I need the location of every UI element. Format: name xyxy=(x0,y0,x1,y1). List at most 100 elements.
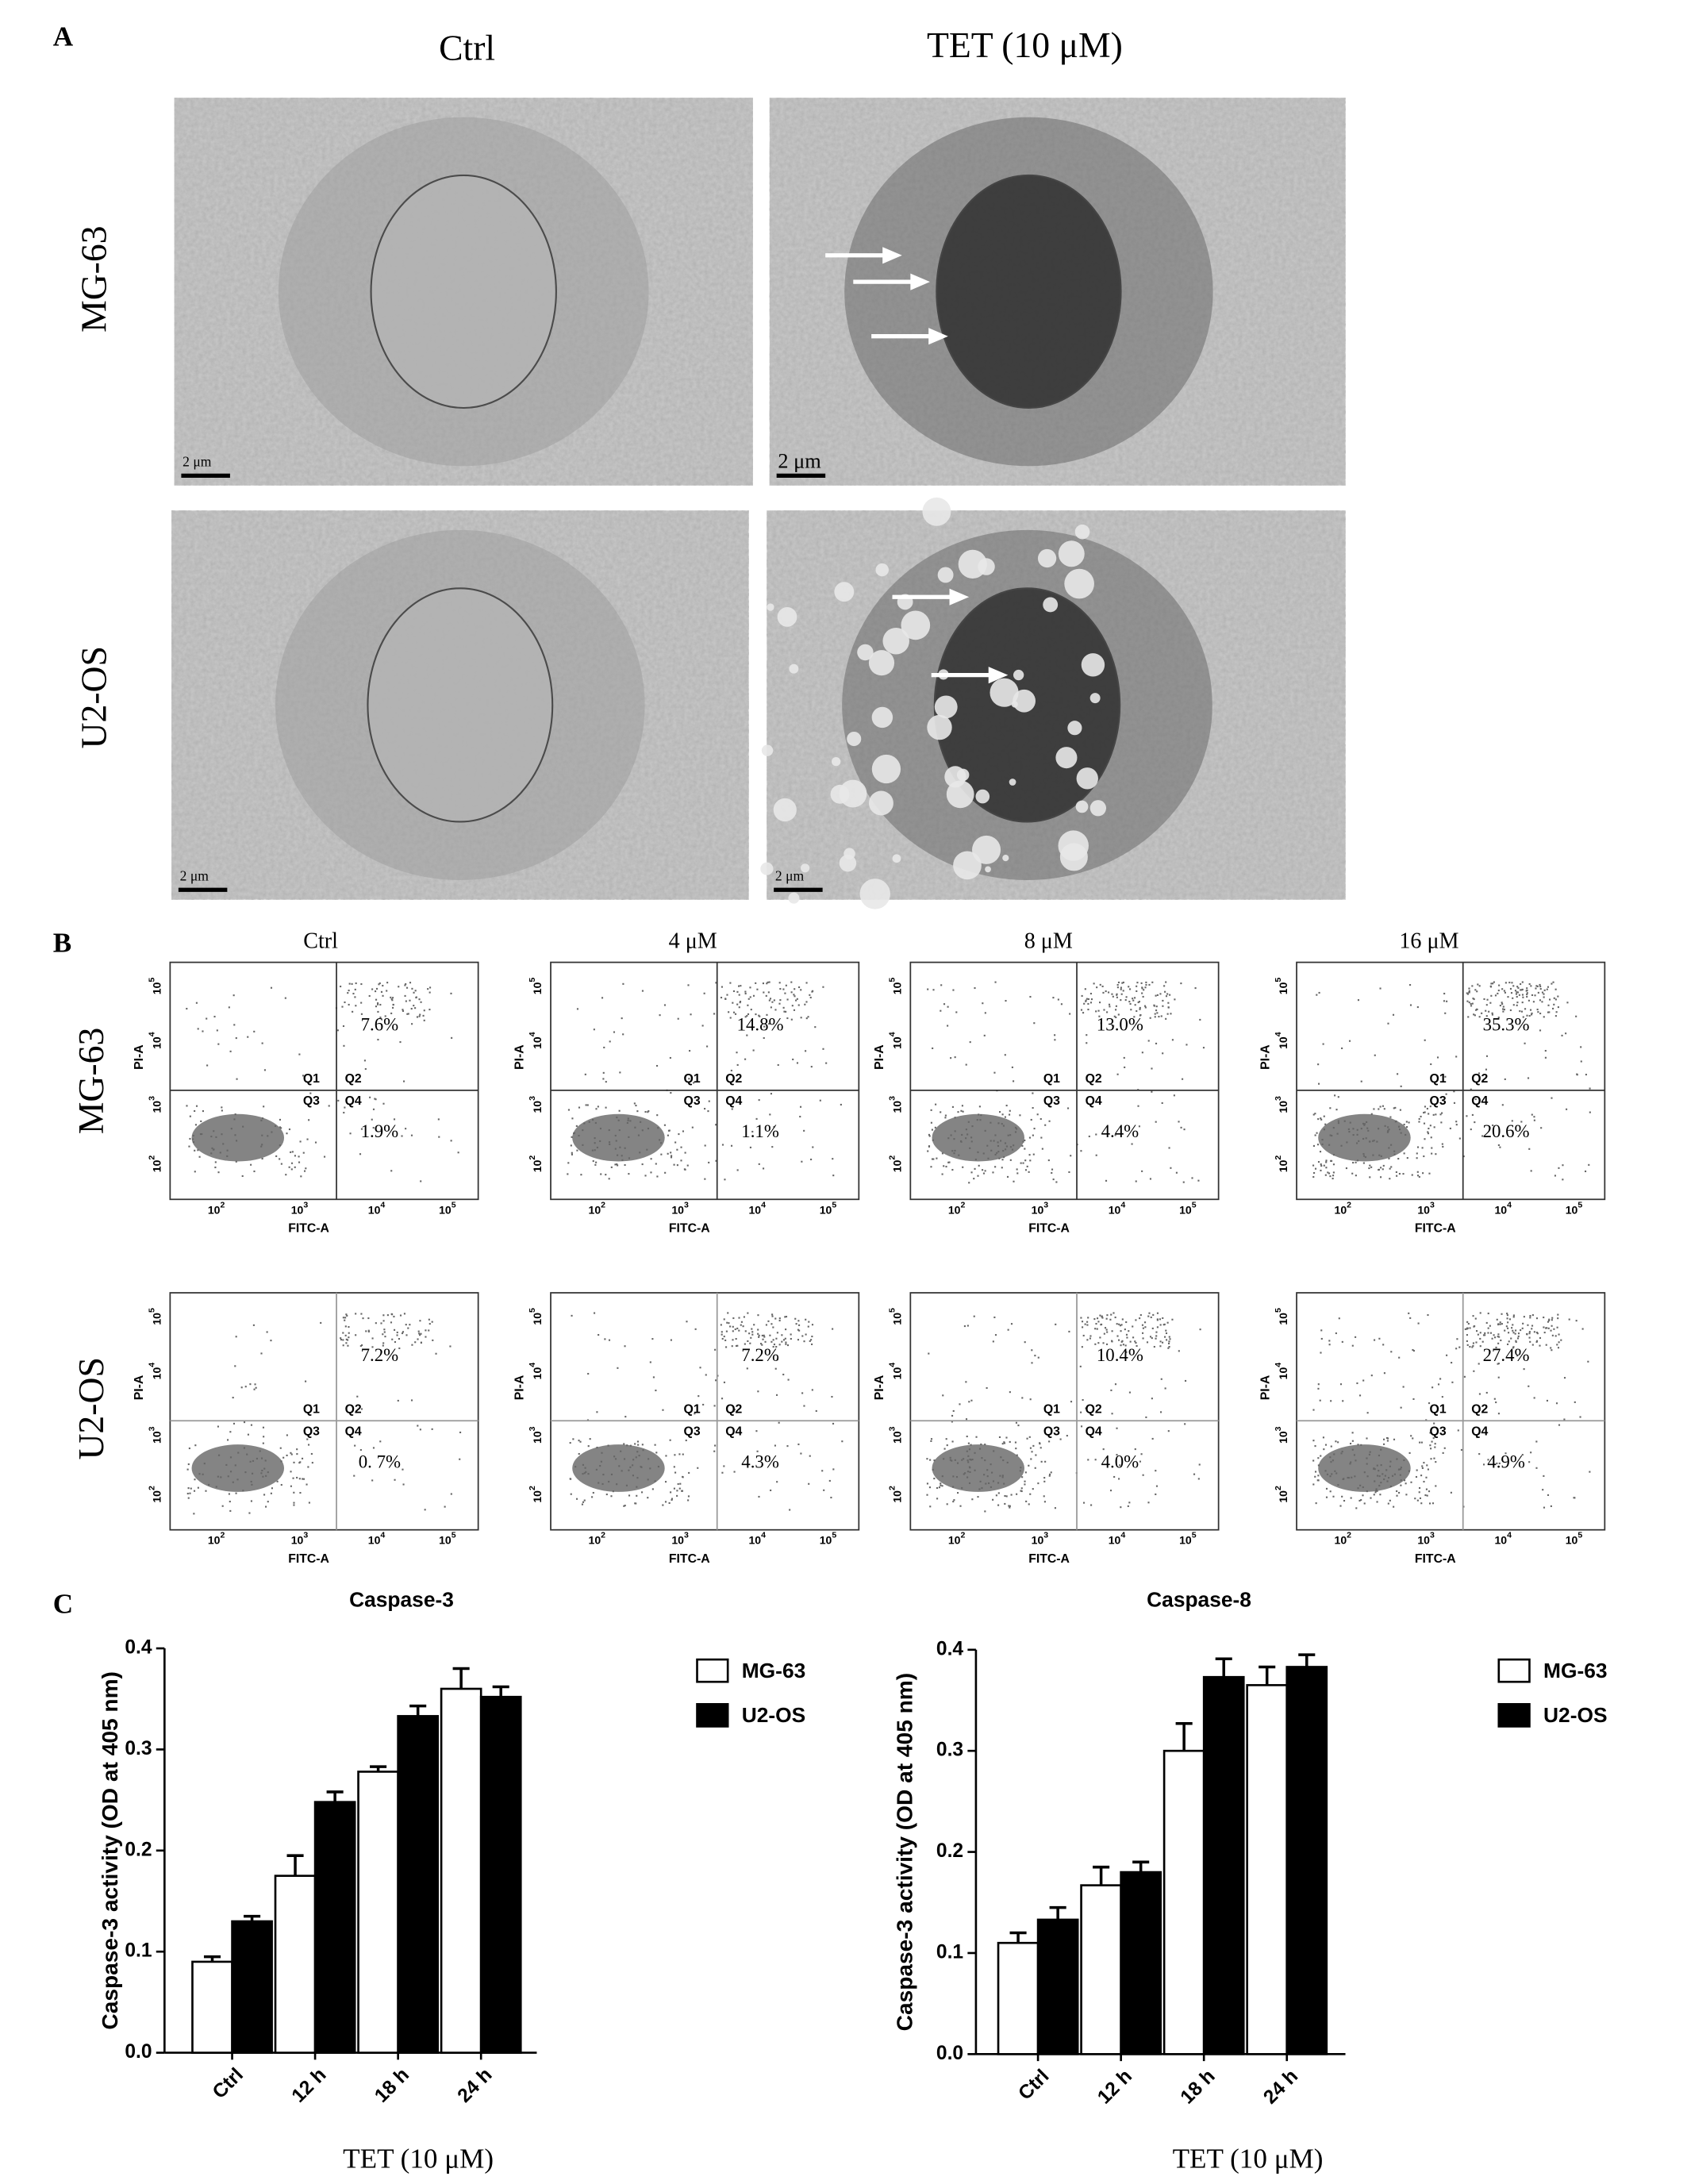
event-dot xyxy=(755,1430,758,1432)
tick-base: 10 xyxy=(1277,1367,1289,1380)
event-dot xyxy=(1384,1475,1386,1477)
event-dot xyxy=(1374,1339,1376,1341)
tick-base: 10 xyxy=(1417,1533,1430,1546)
event-dot xyxy=(214,1161,217,1163)
tick-exponent: 4 xyxy=(528,1363,537,1367)
event-dot xyxy=(248,1512,251,1514)
event-dot xyxy=(1335,1109,1338,1111)
event-dot xyxy=(1032,1153,1035,1155)
event-dot xyxy=(1082,1398,1084,1402)
event-dot xyxy=(807,1325,809,1328)
event-dot xyxy=(1387,1126,1389,1129)
event-dot xyxy=(1194,986,1197,990)
event-dot xyxy=(1563,1377,1566,1379)
event-dot xyxy=(778,1319,781,1322)
event-dot xyxy=(1119,1464,1121,1467)
event-dot xyxy=(771,1146,774,1148)
event-dot xyxy=(726,1321,728,1324)
percentage: 1.1% xyxy=(741,1121,779,1141)
event-dot xyxy=(394,1328,396,1331)
event-dot xyxy=(1100,1022,1102,1025)
event-dot xyxy=(1335,1440,1337,1443)
event-dot xyxy=(221,1505,224,1507)
event-dot xyxy=(1330,1159,1333,1162)
event-dot xyxy=(383,1331,386,1333)
event-dot xyxy=(1139,1006,1141,1009)
event-dot xyxy=(210,1152,213,1155)
event-dot xyxy=(1095,1133,1097,1136)
event-dot xyxy=(1441,1143,1443,1145)
event-dot xyxy=(965,1137,967,1140)
event-dot xyxy=(1510,1337,1512,1340)
event-dot xyxy=(614,1148,617,1150)
event-dot xyxy=(1479,1312,1481,1314)
bar xyxy=(440,1687,482,2054)
event-dot xyxy=(1380,1464,1382,1467)
x-tick-label: 103 xyxy=(1417,1200,1435,1216)
event-dot xyxy=(1164,1387,1166,1390)
error-bar xyxy=(1009,1931,1027,1944)
event-dot xyxy=(1511,982,1513,984)
event-dot xyxy=(1070,1401,1073,1403)
event-dot xyxy=(235,1037,237,1040)
event-dot xyxy=(365,1330,367,1332)
event-dot xyxy=(1503,1009,1505,1011)
event-dot xyxy=(1554,1335,1557,1337)
event-dot xyxy=(1476,1436,1478,1439)
event-dot xyxy=(1356,1133,1358,1136)
event-dot xyxy=(1350,1461,1352,1463)
vacuole xyxy=(1089,693,1101,704)
event-dot xyxy=(244,1386,247,1388)
event-dot xyxy=(1369,1451,1371,1453)
event-dot xyxy=(1363,1502,1366,1505)
event-dot xyxy=(687,984,690,986)
event-dot xyxy=(704,1178,706,1180)
event-dot xyxy=(584,1467,586,1469)
event-dot xyxy=(1358,1499,1361,1502)
event-dot xyxy=(1125,1321,1128,1324)
event-dot xyxy=(941,1152,943,1155)
event-dot xyxy=(1199,1328,1201,1331)
event-dot xyxy=(1312,1459,1315,1462)
event-dot xyxy=(782,1339,786,1341)
event-dot xyxy=(744,992,747,995)
event-dot xyxy=(1114,1316,1116,1319)
x-axis-label: FITC-A xyxy=(669,1221,710,1235)
event-dot xyxy=(450,1140,452,1142)
tick-exponent: 5 xyxy=(887,1308,897,1313)
event-dot xyxy=(1551,1349,1553,1352)
event-dot xyxy=(769,998,772,1000)
event-dot xyxy=(1167,1342,1170,1344)
event-dot xyxy=(1144,986,1147,989)
event-dot xyxy=(1494,1336,1497,1339)
event-dot xyxy=(1510,992,1513,994)
event-dot xyxy=(959,1403,961,1405)
event-dot xyxy=(1168,1340,1170,1343)
event-dot xyxy=(449,1345,452,1348)
event-dot xyxy=(656,1175,659,1178)
event-dot xyxy=(298,1053,301,1055)
event-dot xyxy=(1511,1327,1513,1329)
event-dot xyxy=(1477,1333,1479,1336)
event-dot xyxy=(360,1002,363,1004)
event-dot xyxy=(699,1367,701,1369)
event-dot xyxy=(198,1473,201,1475)
tick-exponent: 5 xyxy=(452,1200,456,1209)
event-dot xyxy=(367,1317,370,1320)
event-dot xyxy=(832,1158,834,1160)
event-dot xyxy=(655,1452,658,1454)
vacuole xyxy=(859,879,890,909)
event-dot xyxy=(1168,1147,1170,1149)
arrow-head xyxy=(882,247,902,264)
plot-frame xyxy=(169,1292,479,1531)
event-dot xyxy=(1431,1502,1435,1505)
event-dot xyxy=(1166,993,1169,995)
event-dot xyxy=(340,1338,343,1341)
event-dot xyxy=(1323,1164,1325,1167)
event-dot xyxy=(362,1317,364,1320)
event-dot xyxy=(1391,1475,1394,1477)
plot-frame xyxy=(1296,1292,1606,1531)
event-dot xyxy=(587,1473,590,1475)
tick-exponent: 4 xyxy=(1274,1363,1283,1367)
